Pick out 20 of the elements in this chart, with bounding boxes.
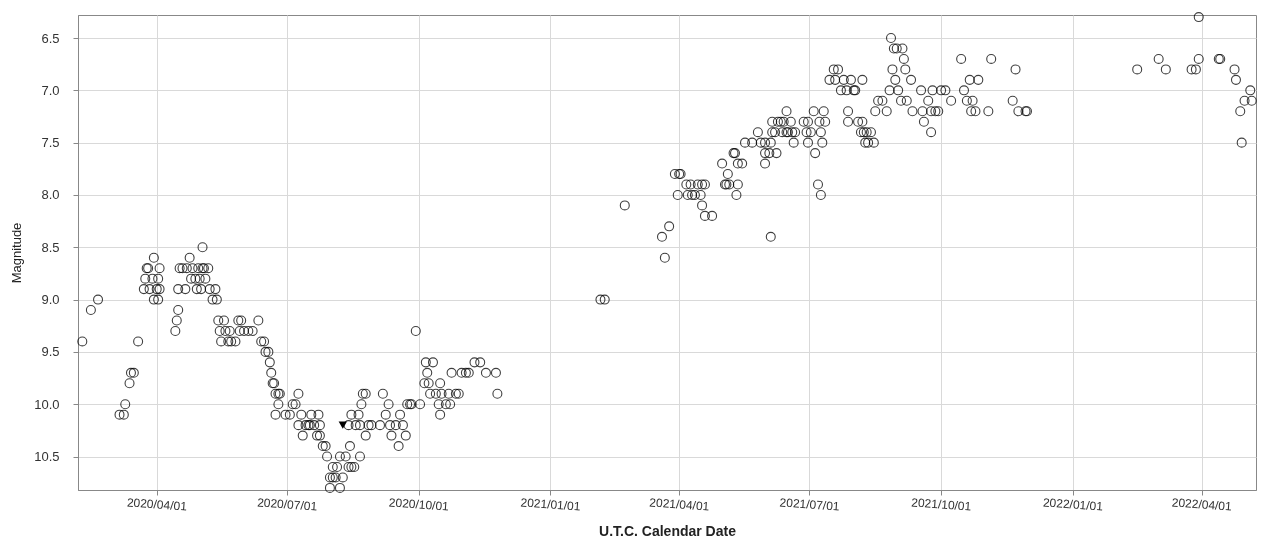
y-axis-title: Magnitude [9, 222, 25, 284]
x-tick-label: 2020/10/01 [388, 495, 450, 514]
y-tick-label: 9.5 [41, 344, 60, 360]
y-tick-label: 7.0 [41, 82, 60, 98]
y-tick-label: 9.0 [41, 292, 60, 308]
x-tick-label: 2022/04/01 [1171, 495, 1233, 514]
x-tick-label: 2021/04/01 [648, 495, 711, 514]
x-tick-label: 2022/01/01 [1042, 495, 1104, 514]
x-tick-label: 2020/07/01 [256, 495, 318, 514]
x-tick-label: 2020/04/01 [126, 495, 188, 514]
x-tick-label: 2021/10/01 [910, 495, 973, 514]
y-tick-label: 6.5 [41, 30, 60, 46]
y-tick-label: 7.5 [41, 135, 60, 151]
x-tick-label: 2021/01/01 [520, 495, 582, 514]
y-tick-label: 10.5 [34, 449, 60, 465]
y-tick-label: 8.0 [41, 187, 60, 203]
x-tick-label: 2021/07/01 [779, 495, 841, 514]
y-tick-label: 10.0 [34, 396, 60, 412]
y-tick-label: 8.5 [41, 239, 60, 255]
x-axis-title: U.T.C. Calendar Date [599, 522, 737, 539]
